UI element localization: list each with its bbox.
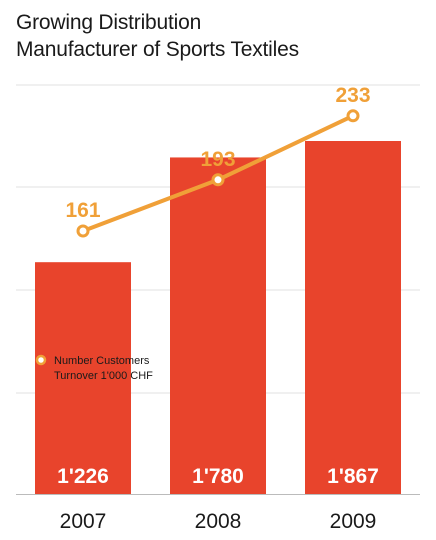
turnover-bars <box>35 141 401 494</box>
turnover-bar-label: 1'780 <box>192 465 244 488</box>
turnover-bar <box>35 262 131 494</box>
customers-point <box>211 173 225 187</box>
chart-title: Growing Distribution Manufacturer of Spo… <box>16 9 299 63</box>
turnover-bar-label: 1'867 <box>327 465 379 488</box>
legend: Number Customers Turnover 1'000 CHF <box>35 354 153 382</box>
customers-data-label: 193 <box>200 148 235 171</box>
legend-marker-turnover-icon <box>36 370 46 380</box>
legend-marker-customers-icon <box>35 354 47 366</box>
customers-point <box>76 224 90 238</box>
legend-label-turnover: Turnover 1'000 CHF <box>54 370 153 382</box>
customers-data-labels: 161 193 233 <box>65 84 370 222</box>
customers-data-label: 233 <box>335 84 370 107</box>
x-tick-label: 2009 <box>330 510 377 533</box>
turnover-bar-label: 1'226 <box>57 465 109 488</box>
turnover-bar-labels: 1'226 1'780 1'867 <box>57 465 379 488</box>
x-tick-label: 2008 <box>195 510 242 533</box>
turnover-bar <box>305 141 401 494</box>
chart-title-line-1: Growing Distribution <box>16 11 202 34</box>
customers-point <box>346 109 360 123</box>
turnover-bar <box>170 157 266 494</box>
chart-title-line-2: Manufacturer of Sports Textiles <box>16 38 299 61</box>
x-tick-label: 2007 <box>60 510 107 533</box>
customers-data-label: 161 <box>65 199 100 222</box>
customers-line-series <box>76 109 360 238</box>
x-axis: 2007 2008 2009 <box>16 494 420 533</box>
legend-label-customers: Number Customers <box>54 355 150 367</box>
